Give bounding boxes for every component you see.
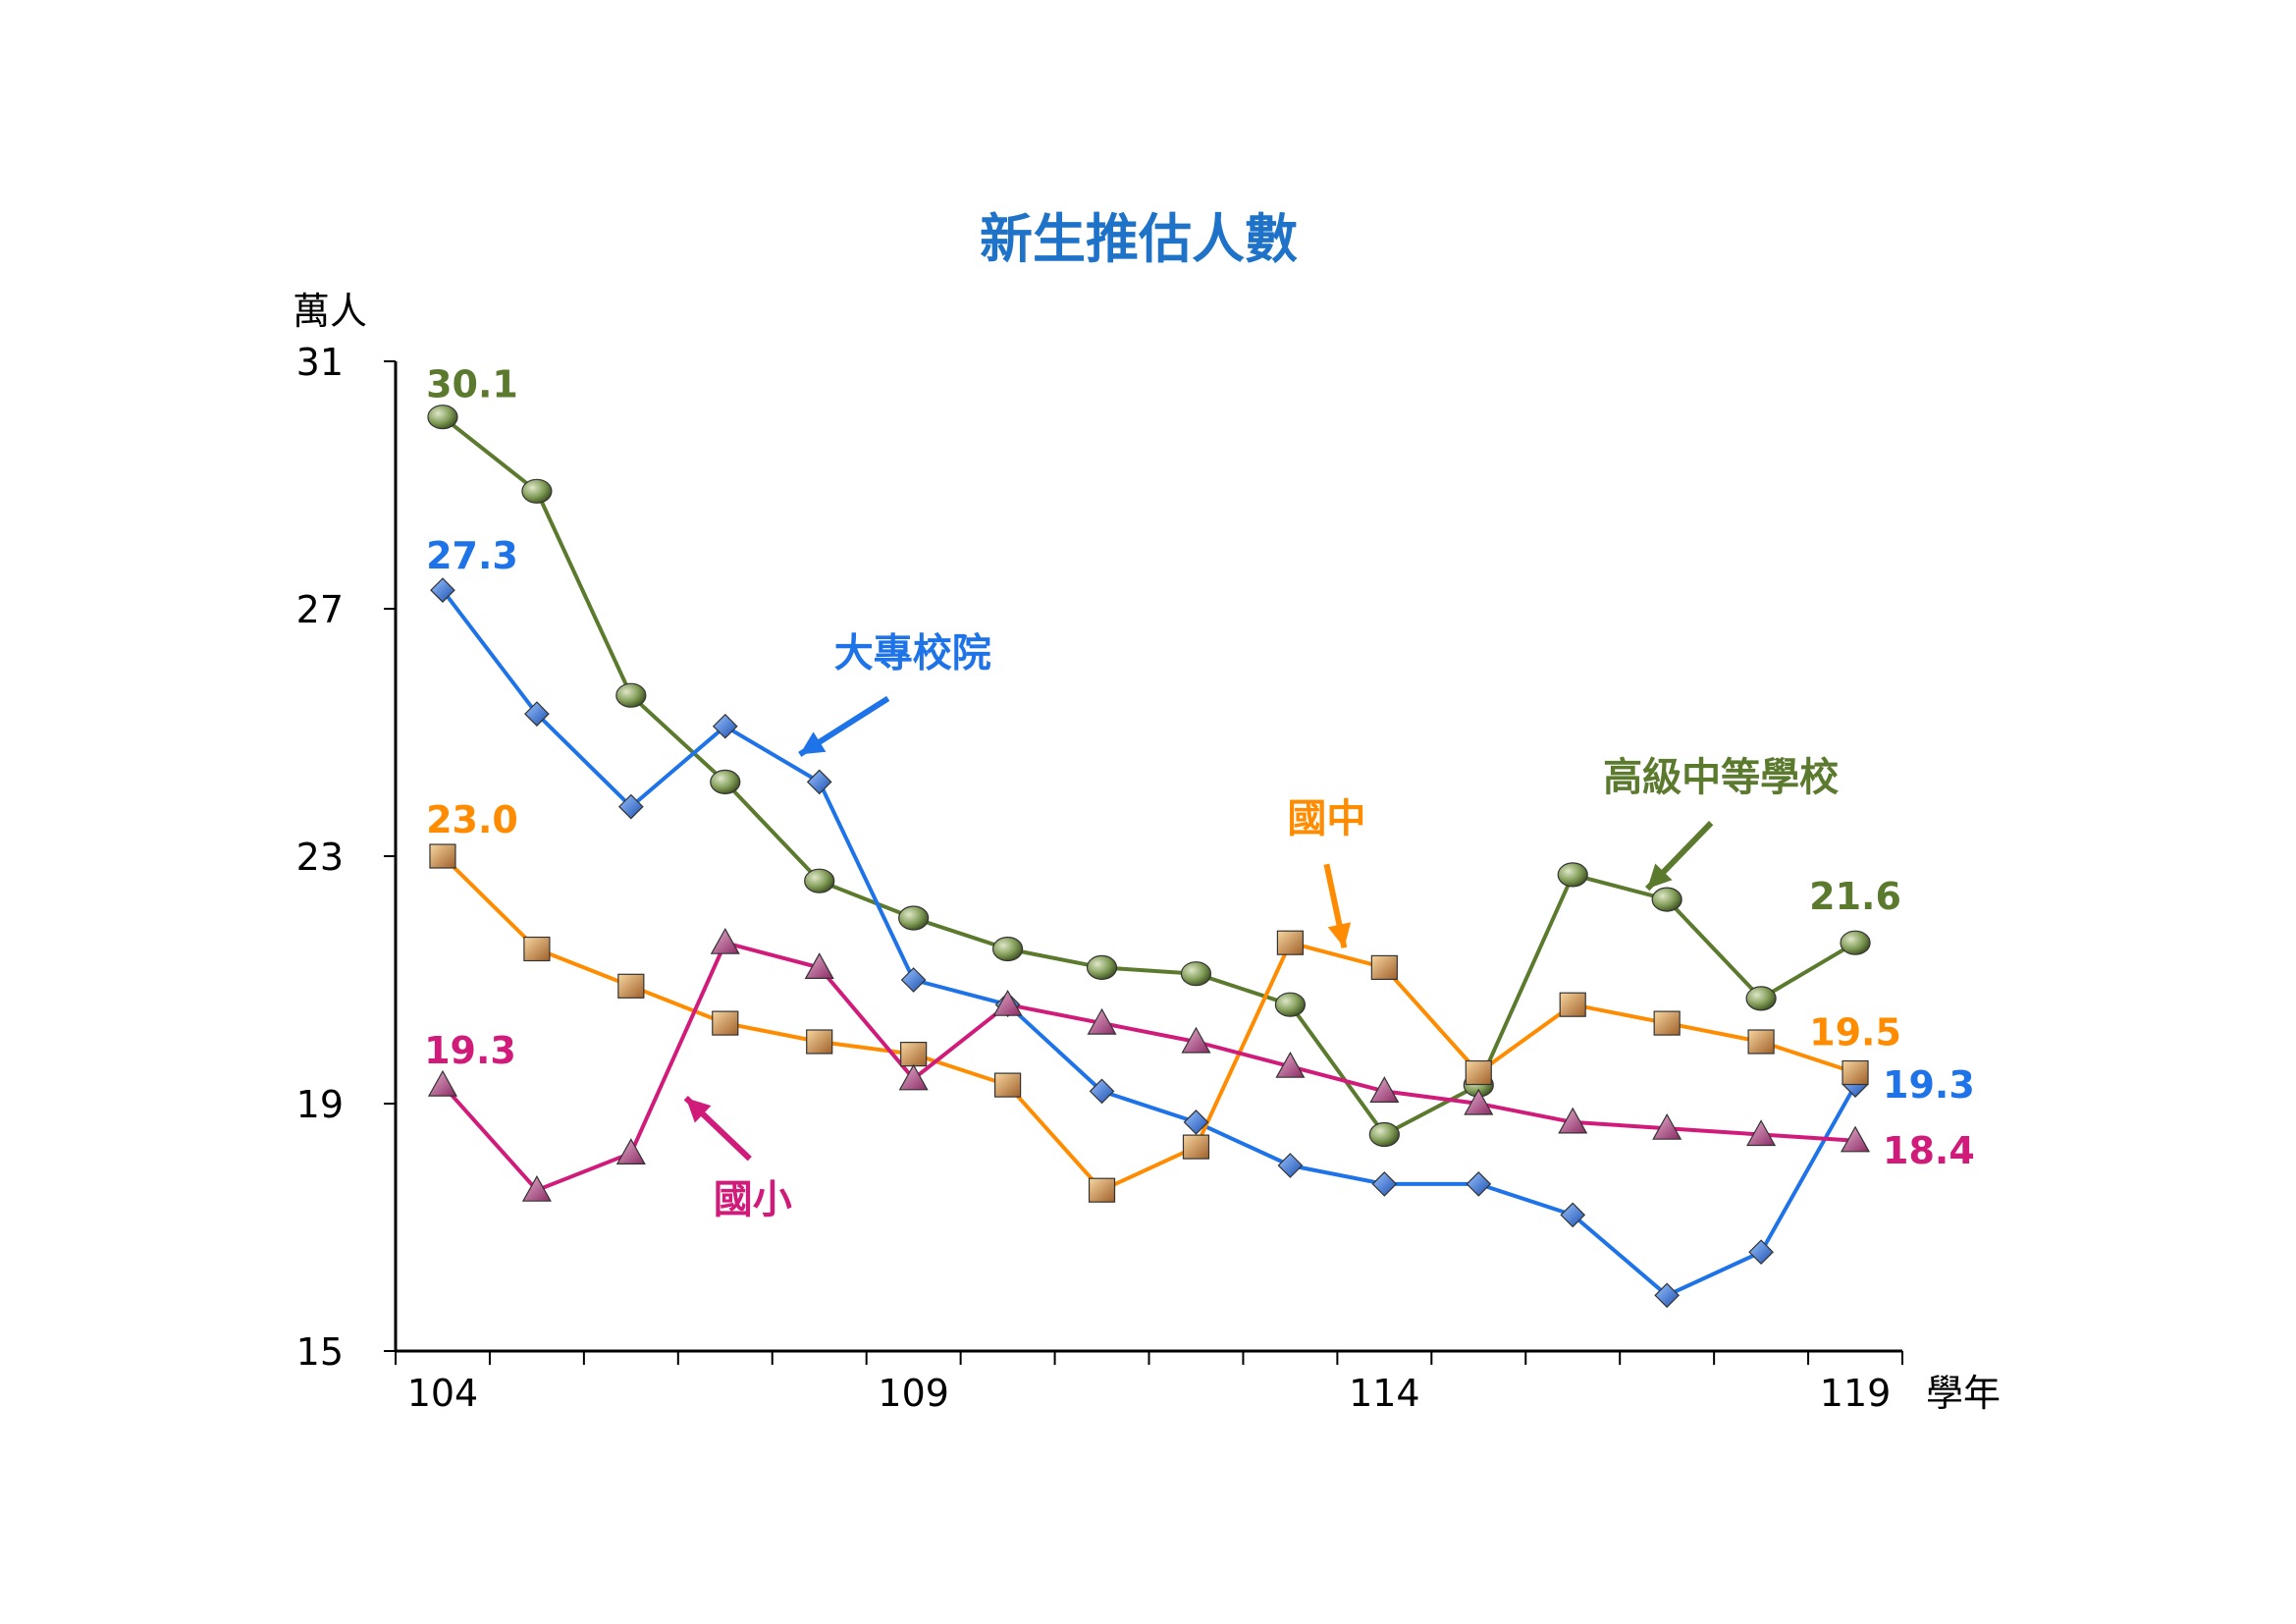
series-label: 國小 — [714, 1177, 792, 1222]
data-point — [1370, 954, 1398, 981]
data-point — [900, 1041, 928, 1067]
junior-high-arrow-head — [1327, 922, 1352, 948]
data-point — [1369, 1076, 1400, 1104]
data-point — [1275, 1051, 1306, 1078]
data-point — [1368, 1121, 1400, 1148]
data-point — [1654, 1282, 1681, 1309]
data-point — [1557, 862, 1588, 888]
y-tick-label: 31 — [296, 341, 344, 384]
data-point — [806, 769, 832, 795]
series-label: 高級中等學校 — [1603, 755, 1839, 800]
series-label: 國中 — [1287, 796, 1365, 841]
data-point — [1842, 1059, 1869, 1086]
data-point — [712, 713, 738, 739]
data-point — [1089, 1078, 1115, 1105]
x-tick-label: 114 — [1349, 1372, 1420, 1415]
data-point — [1183, 1110, 1209, 1135]
data-point — [1464, 1088, 1494, 1115]
data-point — [429, 843, 456, 869]
series-line-1 — [441, 588, 1857, 1298]
data-point — [804, 952, 834, 980]
data-point — [615, 1138, 646, 1165]
x-tick-label: 119 — [1820, 1372, 1892, 1415]
y-tick-label: 23 — [296, 836, 344, 879]
data-point — [523, 936, 551, 962]
data-point — [524, 701, 550, 727]
data-point — [1277, 1153, 1304, 1178]
data-point — [1745, 986, 1777, 1011]
data-point — [1465, 1059, 1492, 1086]
data-label: 19.3 — [1883, 1063, 1975, 1107]
data-point — [993, 1072, 1022, 1098]
data-label: 27.3 — [426, 534, 518, 577]
data-point — [991, 936, 1024, 962]
data-point — [898, 1063, 929, 1091]
data-point — [1840, 930, 1871, 955]
data-point — [617, 973, 645, 999]
x-tick-label: 109 — [878, 1372, 949, 1415]
data-point — [521, 478, 553, 504]
data-point — [1653, 1010, 1681, 1036]
data-point — [900, 967, 927, 993]
y-tick-label: 27 — [296, 588, 344, 631]
data-point — [1748, 1239, 1774, 1266]
data-point — [806, 1029, 833, 1055]
data-label: 30.1 — [426, 363, 518, 406]
data-point — [1180, 961, 1212, 987]
x-axis-label: 學年 — [1926, 1372, 2001, 1415]
data-point — [427, 1069, 457, 1097]
data-point — [1371, 1171, 1398, 1197]
series-line-3 — [441, 941, 1856, 1193]
data-label: 19.5 — [1809, 1011, 1901, 1055]
data-point — [1558, 1107, 1588, 1134]
data-point — [898, 905, 930, 931]
data-point — [521, 1174, 552, 1202]
data-point — [992, 989, 1023, 1016]
data-point — [710, 927, 740, 954]
data-point — [1652, 1112, 1682, 1140]
data-point — [1087, 1007, 1117, 1035]
data-point — [1841, 1125, 1871, 1153]
data-point — [1086, 954, 1118, 981]
y-axis-label: 萬人 — [293, 290, 367, 333]
data-label: 23.0 — [426, 798, 518, 841]
data-point — [1747, 1029, 1775, 1055]
data-point — [804, 868, 835, 893]
senior-high-arrow-head — [1647, 863, 1673, 890]
series-line-2 — [441, 854, 1856, 1193]
data-point — [427, 405, 458, 430]
data-label: 18.4 — [1883, 1129, 1975, 1172]
data-point — [1651, 887, 1682, 912]
data-point — [710, 769, 741, 795]
data-point — [430, 577, 455, 603]
elementary-arrow-head — [685, 1098, 712, 1123]
y-tick-label: 19 — [296, 1083, 344, 1126]
data-point — [1181, 1026, 1211, 1054]
data-label: 21.6 — [1809, 875, 1901, 918]
college-arrow-head — [799, 731, 827, 755]
data-point — [1466, 1171, 1492, 1197]
y-tick-label: 15 — [296, 1330, 344, 1374]
series-label: 大專校院 — [834, 630, 991, 676]
data-label: 19.3 — [424, 1029, 516, 1072]
data-point — [615, 682, 647, 708]
series-line-0 — [441, 415, 1857, 1137]
x-tick-label: 104 — [407, 1372, 479, 1415]
data-point — [712, 1010, 739, 1036]
data-point — [1746, 1119, 1777, 1147]
data-point — [1276, 930, 1305, 955]
data-point — [617, 793, 644, 820]
data-point — [1559, 992, 1586, 1017]
data-point — [1088, 1177, 1116, 1203]
chart-title: 新生推估人數 — [980, 208, 1298, 270]
data-point — [1182, 1134, 1210, 1160]
data-point — [1560, 1202, 1586, 1228]
data-point — [1274, 992, 1307, 1017]
